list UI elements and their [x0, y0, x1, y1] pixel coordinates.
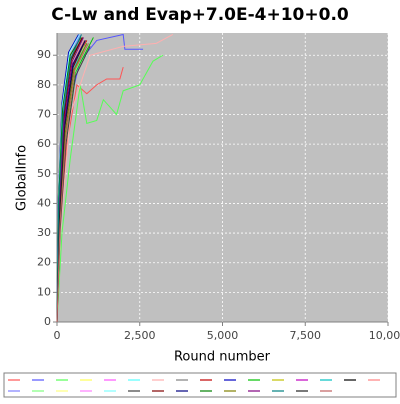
y-tick-label: 20 — [37, 256, 51, 269]
y-tick-label: 30 — [37, 226, 51, 239]
x-tick-label: 10,000 — [369, 329, 400, 342]
x-tick-label: 0 — [54, 329, 61, 342]
x-tick-label: 7,500 — [290, 329, 322, 342]
y-tick-label: 40 — [37, 196, 51, 209]
y-tick-label: 10 — [37, 285, 51, 298]
y-tick-label: 0 — [44, 315, 51, 328]
series-line — [56, 34, 82, 323]
y-axis-label: GlobalInfo — [15, 145, 30, 211]
y-tick-label: 60 — [37, 137, 51, 150]
y-tick-label: 50 — [37, 167, 51, 180]
series-line — [56, 54, 164, 323]
legend — [3, 372, 397, 398]
y-tick-label: 90 — [37, 48, 51, 61]
x-axis-label: Round number — [174, 350, 271, 365]
y-tick-label: 80 — [37, 78, 51, 91]
chart-title: C-Lw and Evap+7.0E-4+10+0.0 — [51, 5, 349, 25]
y-tick-label: 70 — [37, 108, 51, 121]
x-tick-label: 5,000 — [207, 329, 239, 342]
series-line — [56, 43, 89, 323]
x-tick-label: 2,500 — [124, 329, 156, 342]
